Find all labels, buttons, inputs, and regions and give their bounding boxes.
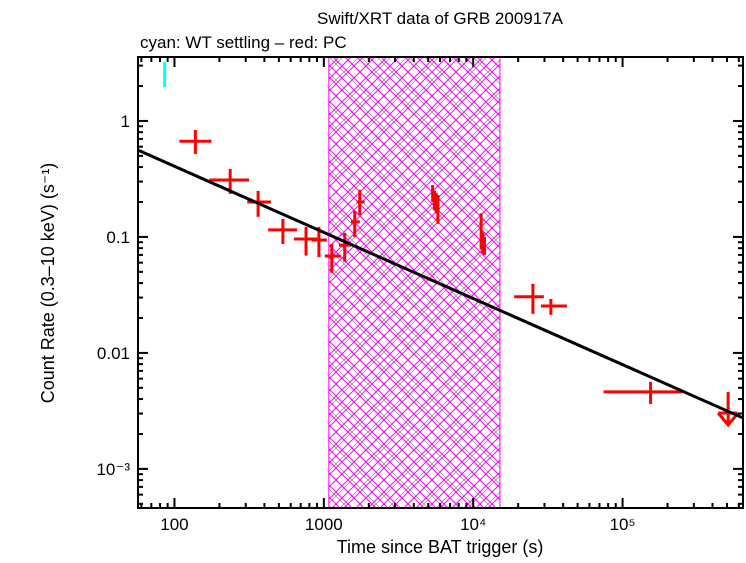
y-tick-label: 0.1 bbox=[106, 228, 130, 247]
fit-line bbox=[137, 148, 744, 420]
upper-limit-arrowhead bbox=[716, 412, 740, 428]
x-tick-label: 100 bbox=[160, 515, 188, 534]
chart-subtitle: cyan: WT settling – red: PC bbox=[140, 33, 347, 52]
y-tick-label: 10⁻³ bbox=[96, 460, 130, 479]
chart-title: Swift/XRT data of GRB 200917A bbox=[317, 9, 564, 28]
x-tick-label: 10⁵ bbox=[610, 515, 636, 534]
y-tick-label: 0.01 bbox=[97, 344, 130, 363]
x-axis-label: Time since BAT trigger (s) bbox=[337, 537, 544, 557]
x-tick-label: 10⁴ bbox=[460, 515, 486, 534]
y-tick-label: 1 bbox=[121, 112, 130, 131]
x-tick-label: 1000 bbox=[305, 515, 343, 534]
shaded-interval bbox=[328, 56, 501, 509]
y-axis-label: Count Rate (0.3–10 keV) (s⁻¹) bbox=[38, 163, 58, 404]
